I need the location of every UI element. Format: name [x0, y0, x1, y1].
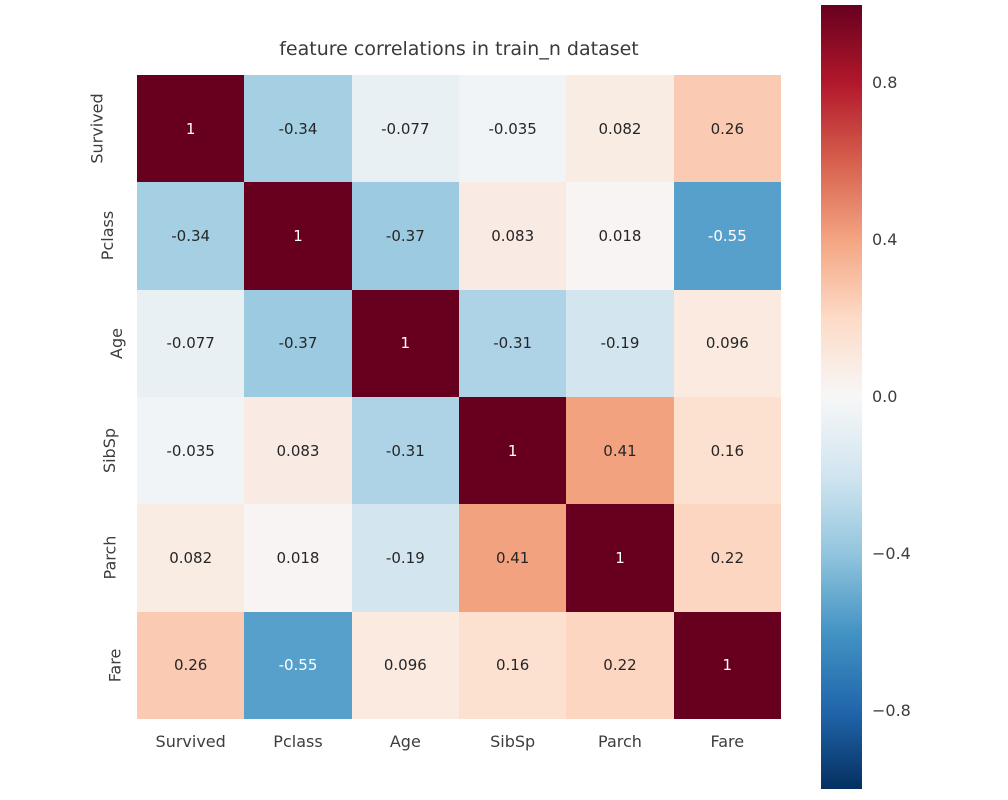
heatmap-cell: -0.19 — [566, 289, 674, 397]
x-axis-tick-label: Pclass — [273, 732, 323, 751]
y-axis-tick-label: SibSp — [99, 428, 119, 474]
heatmap-cell: 1 — [351, 289, 459, 397]
heatmap-cell: -0.31 — [459, 289, 567, 397]
heatmap-cell: 1 — [244, 182, 352, 290]
x-axis-tick-label: SibSp — [490, 732, 536, 751]
heatmap-cell: 0.16 — [673, 397, 781, 505]
colorbar-tick-label: 0.0 — [872, 387, 898, 406]
heatmap-cell: -0.37 — [351, 182, 459, 290]
heatmap-cell: 1 — [566, 504, 674, 612]
colorbar-tick-label: −0.4 — [872, 543, 911, 563]
heatmap-cell: 0.22 — [566, 611, 674, 719]
heatmap-cell: 0.22 — [673, 504, 781, 612]
x-axis-tick-label: Parch — [598, 732, 642, 751]
x-axis-tick-label: Age — [389, 732, 421, 751]
heatmap-cell: 0.018 — [566, 182, 674, 290]
heatmap-cell: -0.035 — [459, 75, 567, 183]
heatmap-cell: 0.083 — [459, 182, 567, 290]
heatmap-cell: 0.096 — [351, 611, 459, 719]
heatmap-cell: 0.26 — [137, 611, 245, 719]
y-axis-tick-label: Pclass — [97, 211, 117, 261]
colorbar-tick-label: 0.4 — [872, 230, 898, 250]
y-axis-tick-label: Survived — [87, 93, 107, 164]
heatmap-cell: 0.082 — [137, 504, 245, 612]
colorbar-gradient — [821, 5, 862, 789]
heatmap-cell: -0.34 — [137, 182, 245, 290]
heatmap-cell: 1 — [137, 75, 245, 183]
heatmap-cell: 0.083 — [244, 397, 352, 505]
heatmap-cell: 0.018 — [244, 504, 352, 612]
heatmap-cell: 0.41 — [566, 397, 674, 505]
heatmap-cell: 1 — [673, 611, 781, 719]
y-axis-tick-label: Age — [107, 327, 127, 359]
heatmap-cell: -0.31 — [351, 397, 459, 505]
x-axis-tick-label: Fare — [710, 732, 745, 751]
colorbar-tick-label: −0.8 — [872, 700, 911, 720]
heatmap-cell: -0.077 — [351, 75, 459, 183]
heatmap-cell: 0.16 — [459, 611, 567, 719]
heatmap-cell: 1 — [459, 397, 567, 505]
heatmap-cell: 0.096 — [673, 289, 781, 397]
colorbar-tick-label: 0.8 — [872, 73, 898, 93]
heatmap-cell: 0.26 — [673, 75, 781, 183]
y-axis-labels: Survived Pclass Age SibSp Parch Fare — [87, 75, 132, 719]
heatmap-cell: -0.34 — [244, 75, 352, 183]
y-axis-tick-label: Parch — [100, 536, 120, 580]
heatmap-cell: -0.035 — [137, 397, 245, 505]
heatmap-grid: 1 -0.34 -0.077 -0.035 0.082 0.26 -0.34 1 -0.37 0.… — [137, 75, 781, 719]
heatmap-cell: 0.41 — [459, 504, 567, 612]
heatmap-cell: -0.55 — [244, 611, 352, 719]
y-axis-tick-label: Fare — [105, 648, 125, 683]
heatmap-cell: -0.077 — [137, 289, 245, 397]
x-axis-tick-label: Survived — [155, 732, 226, 751]
heatmap-cell: -0.55 — [673, 182, 781, 290]
heatmap-cell: 0.082 — [566, 75, 674, 183]
heatmap-cell: -0.19 — [351, 504, 459, 612]
heatmap-cell: -0.37 — [244, 289, 352, 397]
x-axis-labels: Survived Pclass Age SibSp Parch Fare — [137, 723, 781, 751]
chart-title: feature correlations in train_n dataset — [279, 38, 639, 60]
